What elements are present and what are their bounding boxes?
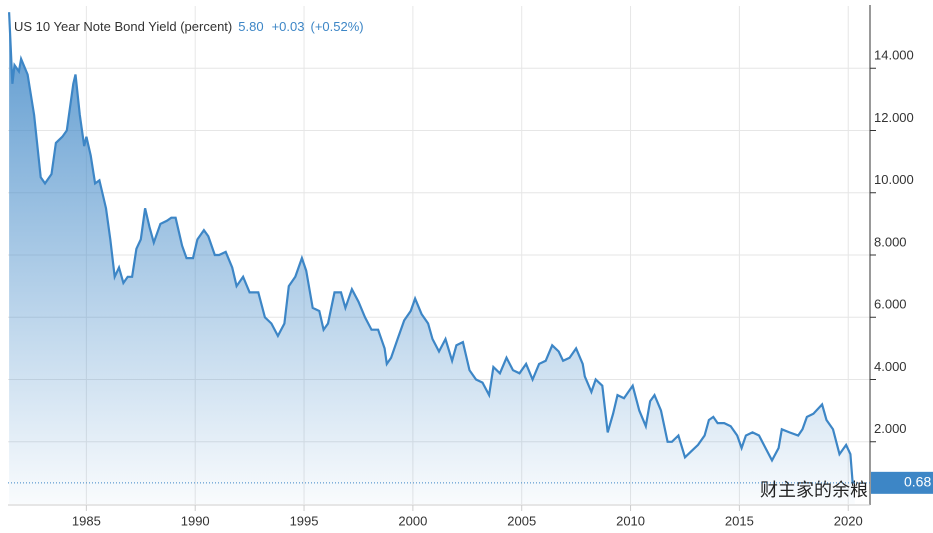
x-tick-label: 2000: [398, 513, 427, 528]
x-tick-label: 2010: [616, 513, 645, 528]
y-tick-label: 2.000: [874, 421, 907, 436]
line: [8, 12, 856, 484]
y-tick-label: 14.000: [874, 48, 914, 63]
y-tick-label: 10.000: [874, 172, 914, 187]
x-tick-label: 1985: [72, 513, 101, 528]
x-tick-label: 2020: [834, 513, 863, 528]
y-tick-label: 6.000: [874, 297, 907, 312]
x-tick-label: 1995: [290, 513, 319, 528]
x-tick-label: 2005: [507, 513, 536, 528]
title: US 10 Year Note Bond Yield (percent): [14, 19, 232, 34]
last-price: 5.80: [238, 19, 263, 34]
change: +0.03: [272, 19, 305, 34]
plot: [8, 12, 856, 504]
x-tick-label: 1990: [181, 513, 210, 528]
y-tick-label: 12.000: [874, 110, 914, 125]
y-tick-label: 8.000: [874, 234, 907, 249]
x-tick-label: 2015: [725, 513, 754, 528]
watermark: 财主家的余粮: [760, 480, 868, 500]
last-value-box: [871, 471, 933, 494]
area: [9, 12, 855, 504]
chart-title: US 10 Year Note Bond Yield (percent) 5.80…: [14, 19, 364, 34]
change-pct: (+0.52%): [310, 19, 363, 34]
y-tick-label: 4.000: [874, 359, 907, 374]
last-value-label: 0.68: [904, 474, 931, 490]
